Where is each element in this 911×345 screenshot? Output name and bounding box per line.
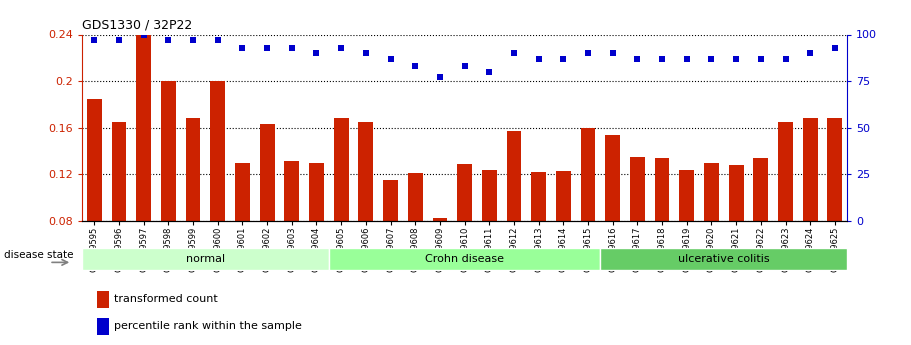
Bar bbox=[384, 180, 398, 221]
Text: GDS1330 / 32P22: GDS1330 / 32P22 bbox=[82, 19, 192, 32]
Point bbox=[235, 45, 250, 50]
Bar bbox=[112, 122, 127, 221]
Bar bbox=[729, 165, 743, 221]
Point bbox=[630, 56, 645, 61]
Point bbox=[704, 56, 719, 61]
Bar bbox=[655, 158, 670, 221]
Point bbox=[729, 56, 743, 61]
Bar bbox=[284, 161, 299, 221]
Bar bbox=[309, 162, 324, 221]
Point bbox=[606, 50, 620, 56]
Bar bbox=[235, 162, 250, 221]
Point bbox=[580, 50, 595, 56]
Point bbox=[531, 56, 546, 61]
Bar bbox=[605, 135, 620, 221]
Bar bbox=[358, 122, 374, 221]
Point bbox=[507, 50, 521, 56]
Point bbox=[87, 37, 102, 43]
Bar bbox=[600, 248, 847, 270]
Bar bbox=[457, 164, 472, 221]
Bar bbox=[329, 248, 600, 270]
Bar bbox=[161, 81, 176, 221]
Bar bbox=[507, 131, 521, 221]
Bar bbox=[580, 128, 596, 221]
Point bbox=[433, 75, 447, 80]
Point bbox=[260, 45, 274, 50]
Bar bbox=[680, 169, 694, 221]
Text: disease state: disease state bbox=[4, 250, 74, 260]
Point bbox=[112, 37, 127, 43]
Bar bbox=[210, 81, 225, 221]
Bar bbox=[778, 122, 793, 221]
Bar bbox=[87, 99, 102, 221]
Point bbox=[408, 63, 423, 69]
Point bbox=[210, 37, 225, 43]
Bar bbox=[827, 118, 843, 221]
Point bbox=[556, 56, 570, 61]
Text: normal: normal bbox=[186, 254, 225, 264]
Bar bbox=[630, 157, 645, 221]
Point bbox=[359, 50, 374, 56]
Bar bbox=[97, 291, 108, 307]
Point bbox=[655, 56, 670, 61]
Point bbox=[309, 50, 323, 56]
Bar bbox=[82, 248, 329, 270]
Bar bbox=[260, 124, 274, 221]
Point bbox=[803, 50, 817, 56]
Point bbox=[137, 32, 151, 37]
Bar bbox=[408, 173, 423, 221]
Text: percentile rank within the sample: percentile rank within the sample bbox=[114, 321, 302, 331]
Point bbox=[778, 56, 793, 61]
Text: transformed count: transformed count bbox=[114, 294, 218, 304]
Bar bbox=[186, 118, 200, 221]
Bar bbox=[433, 218, 447, 221]
Point bbox=[680, 56, 694, 61]
Bar bbox=[333, 118, 349, 221]
Point bbox=[827, 45, 842, 50]
Bar bbox=[137, 34, 151, 221]
Point bbox=[482, 69, 496, 75]
Point bbox=[284, 45, 299, 50]
Point bbox=[384, 56, 398, 61]
Point bbox=[161, 37, 176, 43]
Point bbox=[186, 37, 200, 43]
Bar bbox=[704, 162, 719, 221]
Bar bbox=[531, 172, 546, 221]
Bar bbox=[97, 318, 108, 335]
Point bbox=[753, 56, 768, 61]
Text: Crohn disease: Crohn disease bbox=[425, 254, 504, 264]
Bar bbox=[482, 169, 496, 221]
Bar bbox=[753, 158, 768, 221]
Text: ulcerative colitis: ulcerative colitis bbox=[678, 254, 770, 264]
Bar bbox=[803, 118, 817, 221]
Bar bbox=[556, 171, 571, 221]
Point bbox=[334, 45, 349, 50]
Point bbox=[457, 63, 472, 69]
